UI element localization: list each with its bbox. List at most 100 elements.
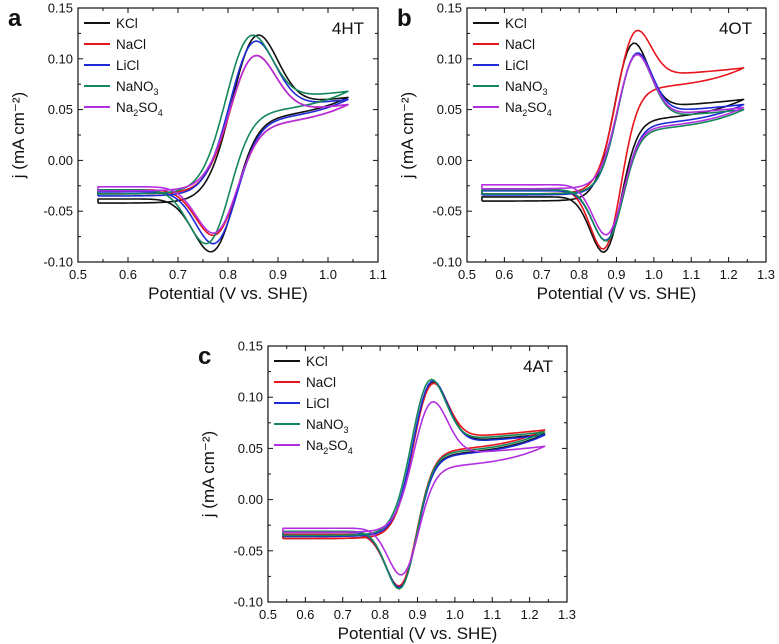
legend-text: NaCl	[306, 375, 336, 390]
y-tick-label: 0.05	[48, 102, 73, 117]
x-tick-label: 1.3	[757, 267, 775, 282]
x-tick-label: 0.9	[408, 607, 426, 622]
legend-text: SO	[328, 438, 348, 453]
x-tick-label: 1.0	[645, 267, 663, 282]
x-tick-label: 0.5	[458, 267, 476, 282]
x-tick-label: 0.8	[570, 267, 588, 282]
y-tick-label: 0.00	[437, 153, 462, 168]
legend-text: NaCl	[116, 37, 146, 52]
y-axis-label: j (mA cm⁻²)	[199, 431, 218, 518]
x-tick-label: 1.1	[369, 267, 387, 282]
legend-label-NaNO3: NaNO3	[505, 79, 548, 97]
legend-text: NaNO	[306, 417, 344, 432]
x-tick-label: 0.8	[371, 607, 389, 622]
series-line-NaNO3	[282, 378, 546, 590]
y-axis-label: j (mA cm⁻²)	[398, 92, 417, 179]
y-axis-label: j (mA cm⁻²)	[9, 92, 28, 179]
legend-text: SO	[527, 100, 547, 115]
legend-text: Na	[306, 438, 324, 453]
series-group	[282, 378, 546, 590]
series-line-Na2SO4	[282, 400, 546, 576]
panel-a: 0.5 0.6 0.7 0.8 0.9 1.0 1.1 -0.10 -0.05 0.00 0.05 0…	[8, 1, 387, 304]
series-line-NaNO3	[481, 53, 745, 242]
legend-label-NaCl: NaCl	[505, 37, 535, 52]
legend-label-KCl: KCl	[306, 354, 328, 369]
legend-text: NaNO	[505, 79, 543, 94]
legend-subscript: 2	[522, 108, 527, 118]
y-tick-label: -0.10	[432, 255, 462, 270]
x-tick-label: 0.6	[119, 267, 137, 282]
y-tick-label: 0.15	[238, 339, 263, 354]
legend-text: Na	[505, 100, 523, 115]
legend-text: LiCl	[116, 58, 139, 73]
legend-text: LiCl	[306, 396, 329, 411]
x-tick-label: 1.2	[521, 607, 539, 622]
legend-label-NaNO3: NaNO3	[116, 79, 159, 97]
legend-text: SO	[138, 100, 158, 115]
x-tick-label: 1.3	[558, 607, 576, 622]
y-tick-label: 0.05	[437, 102, 462, 117]
panel-c: 0.5 0.6 0.7 0.8 0.9 1.0 1.1 1.2 1.3 -0.10 -0.05 0.0…	[198, 339, 576, 644]
legend-subscript: 4	[547, 108, 552, 118]
y-tick-label: 0.05	[238, 441, 263, 456]
x-tick-label: 0.6	[495, 267, 513, 282]
series-group	[481, 29, 745, 253]
x-axis-label: Potential (V vs. SHE)	[148, 284, 308, 303]
legend-subscript: 2	[133, 108, 138, 118]
legend-subscript: 3	[154, 87, 159, 97]
legend-text: Na	[116, 100, 134, 115]
panel-letter: c	[198, 343, 211, 370]
x-tick-label: 0.6	[296, 607, 314, 622]
legend-subscript: 2	[323, 446, 328, 456]
panel-b: 0.5 0.6 0.7 0.8 0.9 1.0 1.1 1.2 1.3 -0.10 -0.05 0.0…	[397, 1, 775, 304]
legend-text: NaCl	[505, 37, 535, 52]
y-tick-label: 0.15	[437, 1, 462, 16]
series-line-KCl	[481, 42, 745, 253]
panel-letter: a	[8, 5, 22, 32]
legend-text: KCl	[306, 354, 328, 369]
x-tick-label: 0.7	[533, 267, 551, 282]
panel-letter: b	[397, 5, 412, 32]
series-line-KCl	[282, 380, 546, 588]
panel-title: 4HT	[332, 19, 364, 38]
panel-title: 4AT	[523, 357, 553, 376]
x-axis-label: Potential (V vs. SHE)	[537, 284, 697, 303]
legend-text: KCl	[505, 16, 527, 31]
legend-label-LiCl: LiCl	[116, 58, 139, 73]
x-tick-label: 1.0	[319, 267, 337, 282]
x-tick-label: 0.9	[269, 267, 287, 282]
x-tick-label: 0.8	[219, 267, 237, 282]
x-tick-label: 1.1	[483, 607, 501, 622]
y-tick-label: -0.10	[43, 255, 73, 270]
x-tick-label: 0.9	[607, 267, 625, 282]
legend-label-LiCl: LiCl	[306, 396, 329, 411]
legend-label-Na2SO4: Na2SO4	[505, 100, 552, 118]
series-line-NaCl	[282, 382, 546, 587]
y-tick-label: 0.00	[238, 492, 263, 507]
y-tick-label: 0.10	[48, 51, 73, 66]
y-tick-label: 0.10	[437, 51, 462, 66]
x-tick-label: 0.7	[334, 607, 352, 622]
x-tick-label: 0.5	[259, 607, 277, 622]
legend-label-Na2SO4: Na2SO4	[116, 100, 163, 118]
y-tick-label: -0.05	[43, 204, 73, 219]
x-tick-label: 1.2	[720, 267, 738, 282]
legend-label-KCl: KCl	[116, 16, 138, 31]
series-group	[97, 34, 349, 253]
series-line-LiCl	[481, 52, 745, 241]
x-tick-label: 0.5	[69, 267, 87, 282]
x-tick-label: 1.0	[446, 607, 464, 622]
y-tick-label: -0.05	[432, 204, 462, 219]
y-tick-label: 0.15	[48, 1, 73, 16]
y-tick-label: -0.05	[233, 543, 263, 558]
y-tick-label: 0.10	[238, 390, 263, 405]
legend-text: NaNO	[116, 79, 154, 94]
legend-subscript: 3	[543, 87, 548, 97]
series-line-NaNO3	[97, 34, 349, 245]
x-tick-label: 0.7	[169, 267, 187, 282]
series-line-Na2SO4	[481, 53, 745, 236]
legend-label-KCl: KCl	[505, 16, 527, 31]
legend-text: LiCl	[505, 58, 528, 73]
legend-subscript: 3	[344, 425, 349, 435]
